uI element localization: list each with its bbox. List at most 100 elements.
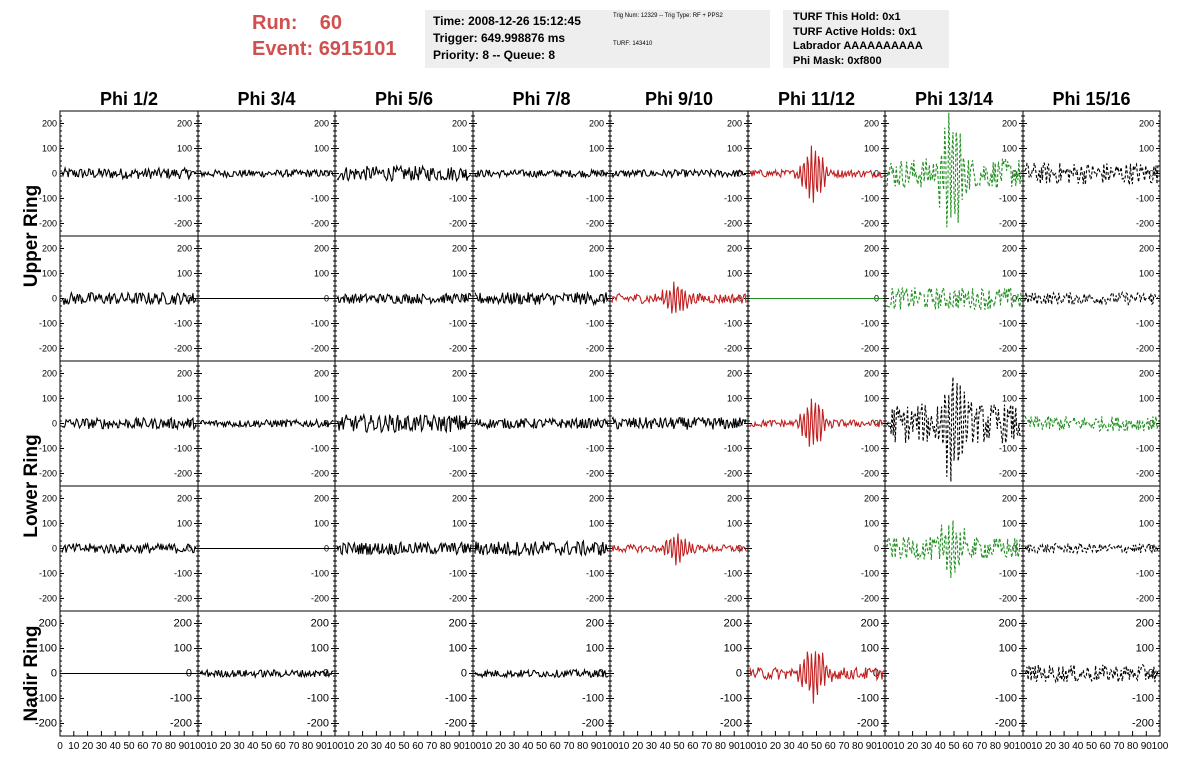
y-tick-label: 100	[311, 643, 329, 655]
y-tick-label: 0	[461, 668, 467, 680]
waveform-trace	[886, 377, 1022, 482]
y-tick-label: -200	[449, 219, 467, 229]
y-tick-label: 100	[177, 144, 192, 154]
x-tick-label: 10	[756, 741, 768, 752]
x-tick-label: 30	[784, 741, 796, 752]
waveform-trace	[611, 167, 747, 180]
x-tick-label: 20	[220, 741, 232, 752]
waveform-trace	[336, 164, 472, 183]
y-tick-label: 100	[452, 269, 467, 279]
y-tick-label: -200	[586, 469, 604, 479]
y-tick-label: 200	[42, 119, 57, 129]
y-tick-label: 100	[177, 394, 192, 404]
y-tick-label: 0	[1148, 668, 1154, 680]
x-tick-label: 60	[962, 741, 974, 752]
x-tick-label: 90	[1141, 741, 1153, 752]
y-tick-label: 100	[452, 519, 467, 529]
y-tick-label: 200	[864, 369, 879, 379]
y-tick-label: -100	[999, 569, 1017, 579]
y-tick-label: 200	[999, 618, 1017, 630]
y-tick-label: 100	[1002, 144, 1017, 154]
x-tick-label: 70	[701, 741, 713, 752]
y-tick-label: 100	[1139, 144, 1154, 154]
waveform-trace	[336, 540, 472, 556]
y-tick-label: 100	[42, 519, 57, 529]
y-tick-label: 200	[42, 244, 57, 254]
y-tick-label: -200	[311, 594, 329, 604]
x-tick-label: 60	[412, 741, 424, 752]
y-tick-label: 200	[589, 119, 604, 129]
x-tick-label: 90	[729, 741, 741, 752]
y-tick-label: 200	[1139, 244, 1154, 254]
y-tick-label: 0	[1012, 294, 1017, 304]
waveform-trace	[1024, 663, 1159, 684]
waveform-trace	[61, 165, 197, 181]
y-tick-label: 200	[449, 618, 467, 630]
waveform-trace	[749, 145, 884, 203]
y-tick-label: -200	[586, 594, 604, 604]
x-tick-label: 100	[602, 741, 619, 752]
y-tick-label: -100	[861, 319, 879, 329]
y-tick-label: 100	[42, 144, 57, 154]
x-tick-label: 90	[1004, 741, 1016, 752]
run-label: Run:	[252, 12, 298, 34]
turf-hold-line: TURF This Hold: 0x1	[793, 11, 901, 23]
x-tick-label: 20	[770, 741, 782, 752]
plot-frame	[747, 485, 886, 612]
x-tick-label: 60	[275, 741, 287, 752]
x-tick-label: 50	[536, 741, 548, 752]
x-tick-label: 50	[1086, 741, 1098, 752]
x-tick-label: 70	[1113, 741, 1125, 752]
y-tick-label: -100	[1136, 569, 1154, 579]
y-tick-label: 100	[39, 643, 57, 655]
x-tick-label: 80	[577, 741, 589, 752]
x-tick-label: 100	[1152, 741, 1169, 752]
column-header: Phi 11/12	[778, 89, 855, 109]
y-tick-label: 0	[324, 169, 329, 179]
x-tick-label: 10	[1031, 741, 1043, 752]
x-tick-label: 70	[976, 741, 988, 752]
y-tick-label: 100	[864, 269, 879, 279]
y-tick-label: -100	[999, 444, 1017, 454]
y-tick-label: -200	[174, 469, 192, 479]
y-tick-label: 100	[861, 643, 879, 655]
x-tick-label: 30	[234, 741, 246, 752]
y-tick-label: 200	[586, 618, 604, 630]
column-header: Phi 15/16	[1052, 89, 1130, 109]
y-tick-label: 0	[1149, 419, 1154, 429]
y-tick-label: -100	[1136, 319, 1154, 329]
y-tick-label: -100	[586, 444, 604, 454]
waveform-trace	[1024, 541, 1159, 556]
y-tick-label: -200	[1136, 594, 1154, 604]
y-tick-label: 100	[864, 519, 879, 529]
y-tick-label: 0	[52, 544, 57, 554]
x-tick-label: 100	[877, 741, 894, 752]
x-tick-label: 80	[440, 741, 452, 752]
x-tick-label: 80	[852, 741, 864, 752]
y-tick-label: -100	[720, 693, 742, 705]
waveform-trace	[61, 416, 197, 431]
y-tick-label: -100	[39, 194, 57, 204]
y-tick-label: -100	[586, 194, 604, 204]
y-tick-label: -100	[174, 194, 192, 204]
x-tick-label: 80	[1127, 741, 1139, 752]
y-tick-label: 0	[462, 169, 467, 179]
x-tick-label: 40	[522, 741, 534, 752]
event-row: Event: 6915101	[252, 36, 397, 62]
x-tick-label: 70	[563, 741, 575, 752]
event-value: 6915101	[318, 38, 397, 60]
x-tick-label: 40	[110, 741, 122, 752]
y-tick-label: 200	[314, 369, 329, 379]
y-tick-label: 0	[52, 294, 57, 304]
y-tick-label: 200	[727, 494, 742, 504]
y-tick-label: 100	[452, 394, 467, 404]
y-tick-label: 0	[736, 668, 742, 680]
y-tick-label: 0	[1012, 544, 1017, 554]
y-tick-label: -100	[1136, 194, 1154, 204]
y-tick-label: 200	[42, 369, 57, 379]
waveform-trace	[474, 290, 609, 307]
y-tick-label: 200	[589, 244, 604, 254]
x-tick-label: 70	[151, 741, 163, 752]
column-header: Phi 7/8	[512, 89, 570, 109]
x-tick-label: 30	[1059, 741, 1071, 752]
